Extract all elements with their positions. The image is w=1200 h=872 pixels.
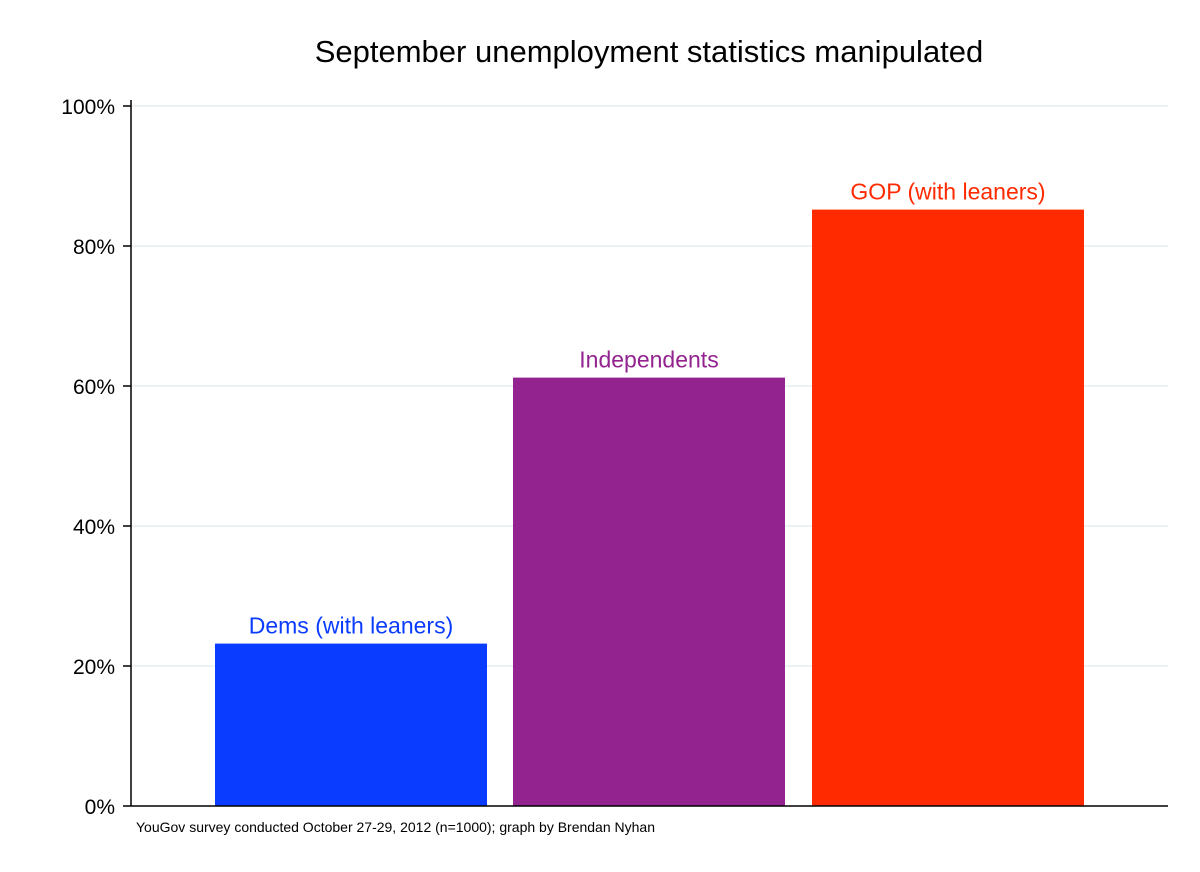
y-tick-label: 20% <box>73 656 115 679</box>
y-tick-label: 80% <box>73 236 115 259</box>
bar <box>215 643 487 806</box>
y-tick-label: 0% <box>85 796 115 819</box>
chart-title: September unemployment statistics manipu… <box>315 34 984 69</box>
y-tick-label: 40% <box>73 516 115 539</box>
bar-labels: Dems (with leaners) Independents GOP (with… <box>249 179 1046 639</box>
y-axis: 0% 20% 40% 60% 80% 100% <box>61 96 1168 819</box>
y-tick-label: 100% <box>61 96 115 119</box>
y-tick-label: 60% <box>73 376 115 399</box>
bars <box>215 209 1084 807</box>
bar <box>812 209 1084 807</box>
source-note: YouGov survey conducted October 27-29, 2… <box>136 819 655 835</box>
bar <box>513 377 785 806</box>
bar-label: Dems (with leaners) <box>249 613 454 639</box>
bar-label: GOP (with leaners) <box>850 179 1045 205</box>
bar-label: Independents <box>579 347 718 373</box>
